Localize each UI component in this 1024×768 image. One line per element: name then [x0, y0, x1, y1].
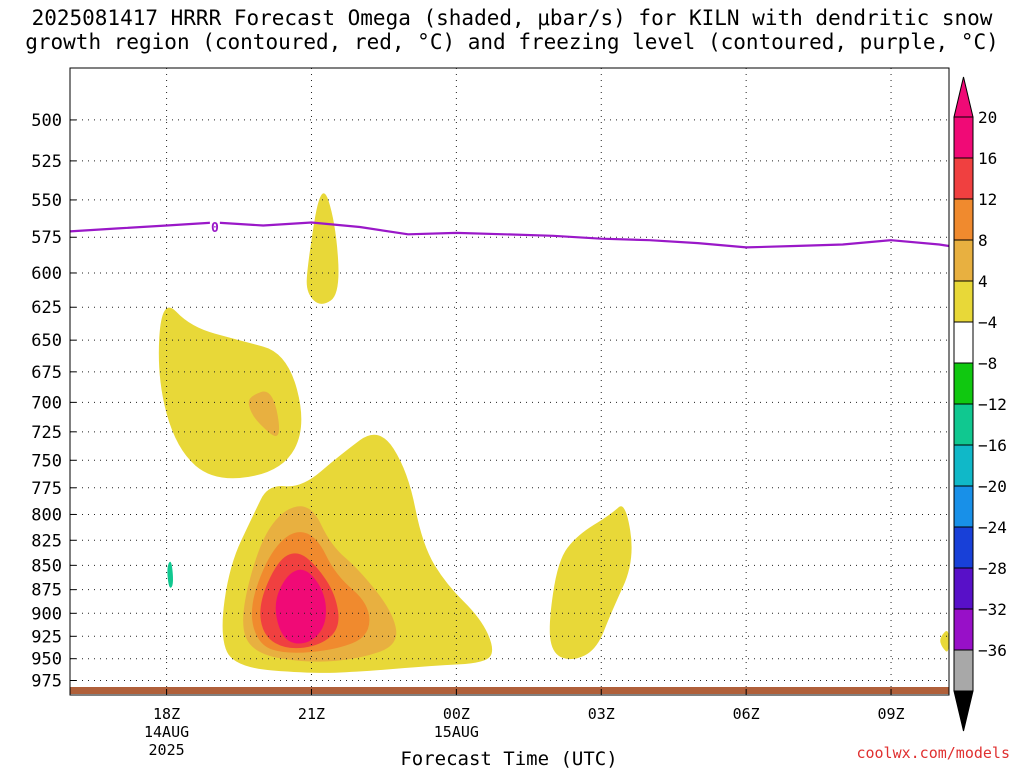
colorbar-label-12: −32 [978, 600, 1007, 619]
colorbar-label-0: 20 [978, 108, 997, 127]
colorbar-segment-7 [953, 403, 974, 446]
x-tick-date-18Z: 14AUG [144, 723, 189, 741]
y-tick-label-875: 875 [31, 581, 62, 601]
omega-region-15 [876, 493, 895, 618]
colorbar-label-11: −28 [978, 559, 1007, 578]
omega-region-9 [940, 631, 949, 652]
colorbar-segment-5 [953, 321, 974, 364]
y-tick-label-725: 725 [31, 423, 62, 443]
colorbar-label-9: −20 [978, 477, 1007, 496]
freezing-level-line [69, 221, 950, 249]
chart-title-line1: 2025081417 HRRR Forecast Omega (shaded, … [31, 6, 993, 30]
colorbar-segment-8 [953, 444, 974, 487]
ground-strip [70, 687, 949, 694]
omega-region-group [137, 193, 949, 673]
colorbar-segment-12 [953, 608, 974, 651]
y-tick-label-625: 625 [31, 298, 62, 318]
colorbar-label-1: 16 [978, 149, 997, 168]
colorbar: 20 16 12 8 4 −4 −8 −12 −16 −20 −24 −28 −32 −36 [953, 76, 1007, 732]
colorbar-label-2: 12 [978, 190, 997, 209]
credit-text: coolwx.com/models [856, 744, 1010, 762]
colorbar-segment-10 [953, 526, 974, 569]
y-tick-label-800: 800 [31, 505, 62, 525]
freezing-level-label: 0 [211, 221, 219, 236]
colorbar-segment-11 [953, 567, 974, 610]
colorbar-label-5: −4 [978, 313, 997, 332]
x-tick-label-21Z: 21Z [298, 705, 325, 723]
omega-region-14 [736, 432, 764, 542]
y-tick-label-575: 575 [31, 228, 62, 248]
colorbar-label-8: −16 [978, 436, 1007, 455]
y-tick-label-775: 775 [31, 479, 62, 499]
ground-surface [70, 687, 949, 694]
colorbar-label-3: 8 [978, 231, 988, 250]
x-tick-label-06Z: 06Z [733, 705, 760, 723]
colorbar-label-13: −36 [978, 641, 1007, 660]
colorbar-label-6: −8 [978, 354, 997, 373]
plot-frame [69, 67, 950, 696]
omega-region-13 [591, 389, 602, 460]
omega-region-16 [940, 465, 949, 510]
y-axis: 500 525 550 575 600 625 650 675 700 725 750 775 800 8… [31, 111, 76, 691]
y-tick-label-650: 650 [31, 331, 62, 351]
colorbar-segment-13 [953, 649, 974, 692]
omega-shading [137, 193, 949, 673]
x-tick-label-00Z: 00Z [443, 705, 470, 723]
omega-region-7 [275, 569, 326, 644]
colorbar-top-arrow [953, 76, 974, 118]
y-tick-label-675: 675 [31, 363, 62, 383]
omega-region-2 [306, 193, 339, 304]
y-tick-label-900: 900 [31, 604, 62, 624]
colorbar-label-10: −24 [978, 518, 1007, 537]
freezing-level: 0 [69, 218, 950, 249]
colorbar-segment-3 [953, 239, 974, 282]
freezing-level-label-bg [209, 218, 220, 234]
y-tick-label-550: 550 [31, 191, 62, 211]
omega-region-11 [167, 561, 173, 588]
omega-region-0 [158, 307, 302, 479]
x-tick-year-18Z: 2025 [149, 741, 185, 759]
x-tick-date-00Z: 15AUG [434, 723, 479, 741]
y-tick-label-825: 825 [31, 531, 62, 551]
x-tick-label-18Z: 18Z [153, 705, 180, 723]
grid-lines [70, 68, 949, 695]
colorbar-segment-9 [953, 485, 974, 528]
colorbar-segment-0 [953, 116, 974, 159]
omega-region-8 [549, 506, 632, 660]
y-tick-label-750: 750 [31, 451, 62, 471]
y-tick-label-500: 500 [31, 111, 62, 131]
x-tick-label-03Z: 03Z [588, 705, 615, 723]
colorbar-segment-1 [953, 157, 974, 200]
colorbar-label-4: 4 [978, 272, 988, 291]
y-tick-label-950: 950 [31, 650, 62, 670]
colorbar-segment-2 [953, 198, 974, 241]
chart-title-line2: growth region (contoured, red, °C) and f… [25, 30, 999, 54]
x-tick-label-09Z: 09Z [877, 705, 904, 723]
x-axis-label: Forecast Time (UTC) [400, 748, 617, 768]
colorbar-segment-6 [953, 362, 974, 405]
colorbar-bottom-arrow [953, 690, 974, 732]
y-tick-label-700: 700 [31, 393, 62, 413]
y-tick-label-925: 925 [31, 627, 62, 647]
omega-region-12 [441, 471, 465, 556]
chart-title: 2025081417 HRRR Forecast Omega (shaded, … [0, 6, 1024, 54]
colorbar-label-7: −12 [978, 395, 1007, 414]
y-tick-label-850: 850 [31, 556, 62, 576]
y-tick-label-525: 525 [31, 152, 62, 172]
y-tick-label-600: 600 [31, 264, 62, 284]
y-tick-label-975: 975 [31, 671, 62, 691]
colorbar-segment-4 [953, 280, 974, 323]
